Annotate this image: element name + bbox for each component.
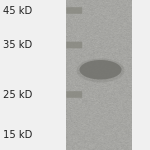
Text: 35 kD: 35 kD [3,40,32,50]
Ellipse shape [80,60,122,80]
FancyBboxPatch shape [66,42,82,48]
Text: 45 kD: 45 kD [3,6,32,15]
Ellipse shape [76,58,124,82]
FancyBboxPatch shape [66,7,82,14]
Text: 25 kD: 25 kD [3,90,32,99]
Text: 15 kD: 15 kD [3,130,32,140]
FancyBboxPatch shape [66,91,82,98]
Bar [132,0,150,150]
